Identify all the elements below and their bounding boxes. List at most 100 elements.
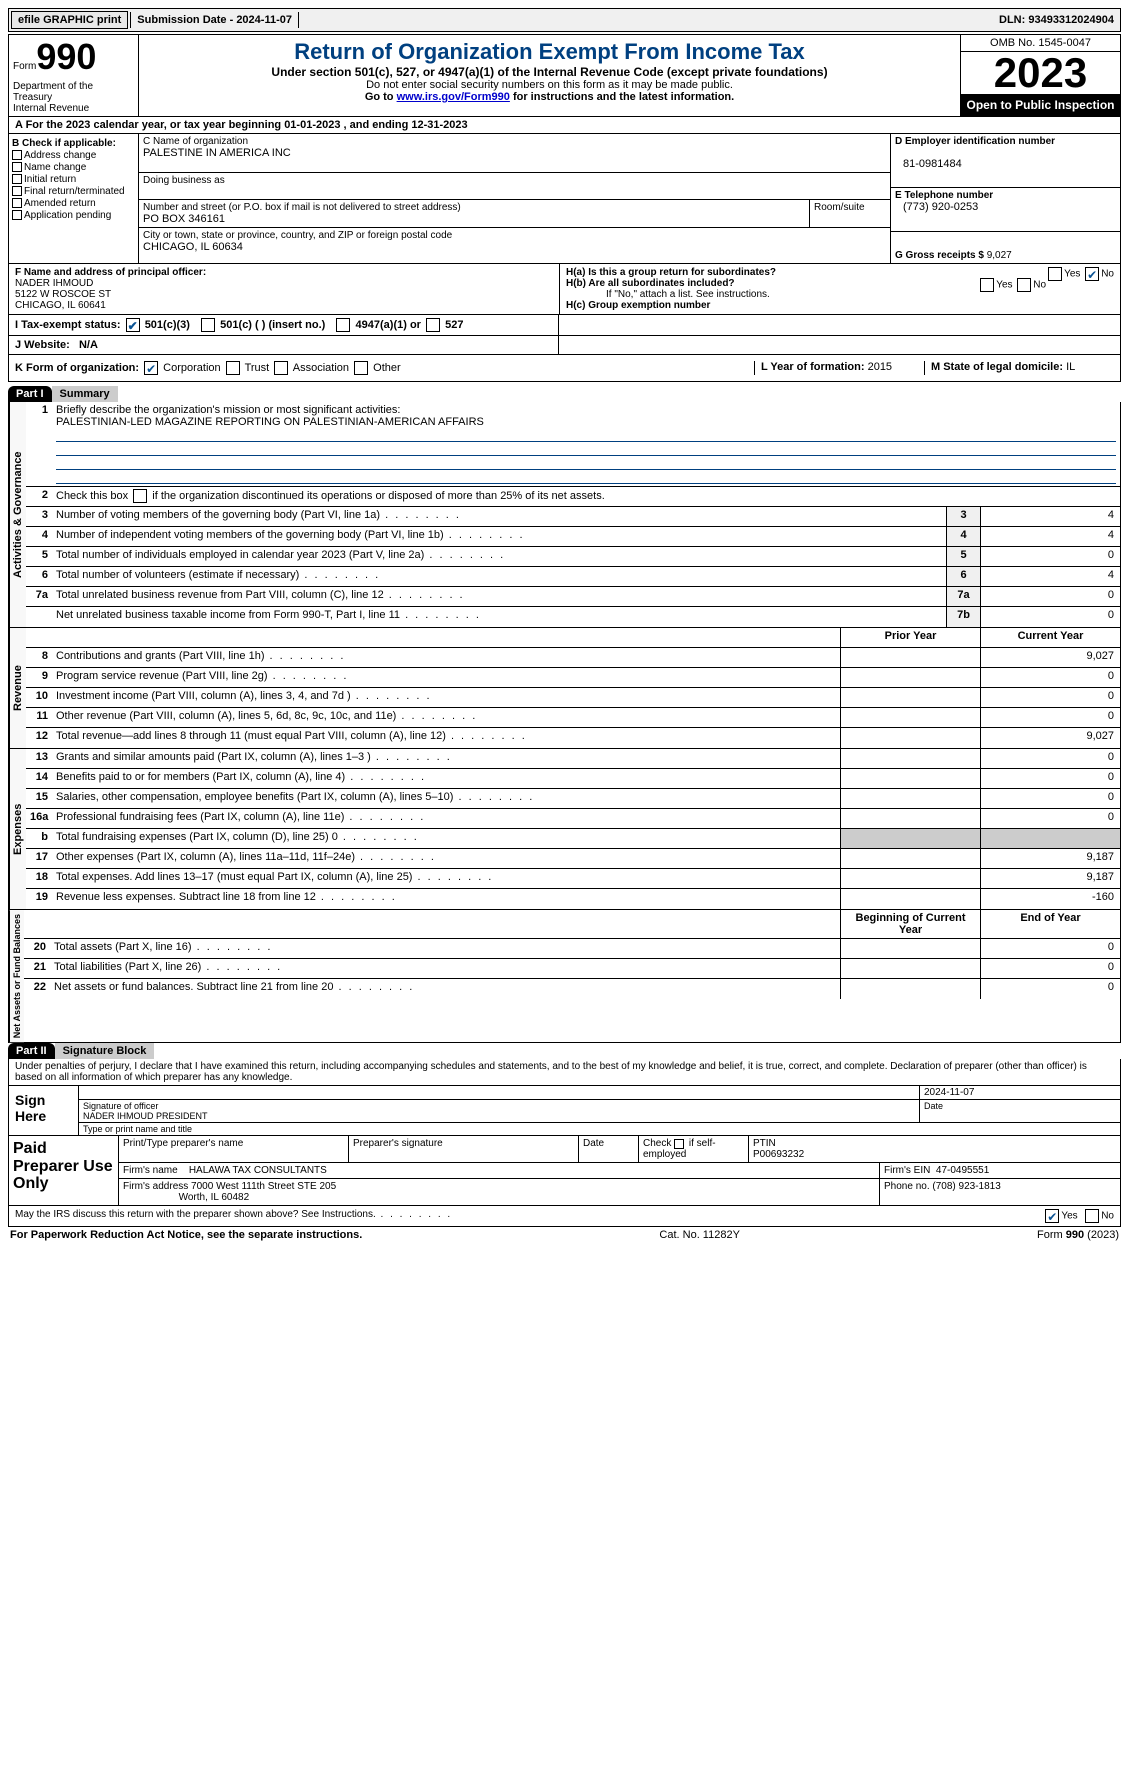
col-b-checkboxes: B Check if applicable: Address change Na… — [9, 134, 139, 263]
hdr-end: End of Year — [980, 910, 1120, 938]
officer-name: NADER IHMOUD — [15, 278, 93, 289]
vlabel-expenses: Expenses — [9, 749, 26, 909]
chk-amended[interactable] — [12, 198, 22, 208]
hdr-prior-year: Prior Year — [840, 628, 980, 647]
summary-row: 3Number of voting members of the governi… — [26, 507, 1120, 527]
irs-link[interactable]: www.irs.gov/Form990 — [397, 91, 510, 103]
officer-addr1: 5122 W ROSCOE ST — [15, 289, 111, 300]
gross-receipts: 9,027 — [987, 250, 1012, 261]
efile-button[interactable]: efile GRAPHIC print — [11, 11, 128, 29]
firm-phone: (708) 923-1813 — [932, 1181, 1000, 1192]
chk-self-employed[interactable] — [674, 1139, 684, 1149]
chk-name-change[interactable] — [12, 162, 22, 172]
ptin-value: P00693232 — [753, 1149, 804, 1160]
part1-title: Summary — [52, 386, 118, 402]
chk-address-change[interactable] — [12, 150, 22, 160]
chk-app-pending[interactable] — [12, 210, 22, 220]
hdr-beginning: Beginning of Current Year — [840, 910, 980, 938]
summary-row: 4Number of independent voting members of… — [26, 527, 1120, 547]
summary-row: 5Total number of individuals employed in… — [26, 547, 1120, 567]
form-subtitle-3: Go to www.irs.gov/Form990 for instructio… — [143, 91, 956, 103]
form-subtitle-1: Under section 501(c), 527, or 4947(a)(1)… — [143, 65, 956, 79]
summary-row: 18Total expenses. Add lines 13–17 (must … — [26, 869, 1120, 889]
summary-row: 13Grants and similar amounts paid (Part … — [26, 749, 1120, 769]
tax-year: 2023 — [961, 52, 1120, 94]
website-value: N/A — [79, 339, 98, 351]
chk-other[interactable] — [354, 361, 368, 375]
chk-discuss-no[interactable] — [1085, 1209, 1099, 1223]
chk-527[interactable] — [426, 318, 440, 332]
firm-addr2: Worth, IL 60482 — [179, 1192, 250, 1203]
submission-date: Submission Date - 2024-11-07 — [130, 12, 299, 28]
summary-row: 11Other revenue (Part VIII, column (A), … — [26, 708, 1120, 728]
org-address: PO BOX 346161 — [143, 213, 225, 225]
summary-row: 8Contributions and grants (Part VIII, li… — [26, 648, 1120, 668]
expenses-section: Expenses 13Grants and similar amounts pa… — [8, 749, 1121, 910]
sign-here-label: Sign Here — [9, 1086, 79, 1135]
open-inspection-badge: Open to Public Inspection — [961, 94, 1120, 116]
form-label: Form — [13, 61, 36, 72]
perjury-declaration: Under penalties of perjury, I declare th… — [9, 1059, 1120, 1085]
chk-501c[interactable] — [201, 318, 215, 332]
chk-ha-yes[interactable] — [1048, 267, 1062, 281]
state-domicile: IL — [1066, 361, 1075, 373]
vlabel-revenue: Revenue — [9, 628, 26, 748]
form-subtitle-2: Do not enter social security numbers on … — [143, 79, 956, 91]
summary-row: 15Salaries, other compensation, employee… — [26, 789, 1120, 809]
governance-section: Activities & Governance 1Briefly describ… — [8, 402, 1121, 628]
section-bcd: B Check if applicable: Address change Na… — [8, 134, 1121, 264]
year-formation: 2015 — [868, 361, 892, 373]
chk-discontinued[interactable] — [133, 489, 147, 503]
dln-label: DLN: 93493312024904 — [993, 12, 1120, 28]
summary-row: Net unrelated business taxable income fr… — [26, 607, 1120, 627]
form-title: Return of Organization Exempt From Incom… — [143, 39, 956, 65]
officer-sig-name: NADER IHMOUD PRESIDENT — [83, 1111, 208, 1121]
phone-value: (773) 920-0253 — [895, 201, 978, 213]
chk-assoc[interactable] — [274, 361, 288, 375]
footer-left: For Paperwork Reduction Act Notice, see … — [10, 1229, 362, 1241]
vlabel-governance: Activities & Governance — [9, 402, 26, 627]
mission-text: PALESTINIAN-LED MAGAZINE REPORTING ON PA… — [56, 416, 484, 428]
chk-hb-no[interactable] — [1017, 278, 1031, 292]
summary-row: 10Investment income (Part VIII, column (… — [26, 688, 1120, 708]
footer-right: Form 990 (2023) — [1037, 1229, 1119, 1241]
signature-block: Under penalties of perjury, I declare th… — [8, 1059, 1121, 1227]
summary-row: 12Total revenue—add lines 8 through 11 (… — [26, 728, 1120, 748]
org-city: CHICAGO, IL 60634 — [143, 241, 243, 253]
row-klm: K Form of organization: ✔ Corporation Tr… — [8, 355, 1121, 382]
summary-row: 7aTotal unrelated business revenue from … — [26, 587, 1120, 607]
revenue-section: Revenue Prior YearCurrent Year 8Contribu… — [8, 628, 1121, 749]
chk-501c3[interactable]: ✔ — [126, 318, 140, 332]
section-fh: F Name and address of principal officer:… — [8, 264, 1121, 315]
officer-addr2: CHICAGO, IL 60641 — [15, 300, 106, 311]
chk-4947[interactable] — [336, 318, 350, 332]
chk-corp[interactable]: ✔ — [144, 361, 158, 375]
summary-row: 21Total liabilities (Part X, line 26)0 — [24, 959, 1120, 979]
netassets-section: Net Assets or Fund Balances Beginning of… — [8, 910, 1121, 1043]
firm-name: HALAWA TAX CONSULTANTS — [189, 1165, 327, 1176]
page-footer: For Paperwork Reduction Act Notice, see … — [8, 1227, 1121, 1243]
footer-catno: Cat. No. 11282Y — [659, 1229, 740, 1241]
ein-value: 81-0981484 — [895, 158, 962, 170]
firm-addr1: 7000 West 111th Street STE 205 — [191, 1181, 336, 1192]
summary-row: 14Benefits paid to or for members (Part … — [26, 769, 1120, 789]
row-j: J Website: N/A — [8, 336, 1121, 355]
chk-final-return[interactable] — [12, 186, 22, 196]
paid-preparer-label: Paid Preparer Use Only — [9, 1136, 119, 1205]
line-a: A For the 2023 calendar year, or tax yea… — [8, 117, 1121, 134]
chk-discuss-yes[interactable]: ✔ — [1045, 1209, 1059, 1223]
form-number: 990 — [36, 36, 96, 77]
row-i: I Tax-exempt status: ✔ 501(c)(3) 501(c) … — [8, 315, 1121, 336]
summary-row: 9Program service revenue (Part VIII, lin… — [26, 668, 1120, 688]
chk-initial-return[interactable] — [12, 174, 22, 184]
summary-row: 16aProfessional fundraising fees (Part I… — [26, 809, 1120, 829]
part1-header: Part I — [8, 386, 52, 402]
chk-trust[interactable] — [226, 361, 240, 375]
summary-row: 17Other expenses (Part IX, column (A), l… — [26, 849, 1120, 869]
vlabel-netassets: Net Assets or Fund Balances — [9, 910, 24, 1042]
part2-title: Signature Block — [55, 1043, 155, 1059]
chk-hb-yes[interactable] — [980, 278, 994, 292]
summary-row: 6Total number of volunteers (estimate if… — [26, 567, 1120, 587]
sig-date: 2024-11-07 — [920, 1086, 1120, 1100]
chk-ha-no[interactable]: ✔ — [1085, 267, 1099, 281]
